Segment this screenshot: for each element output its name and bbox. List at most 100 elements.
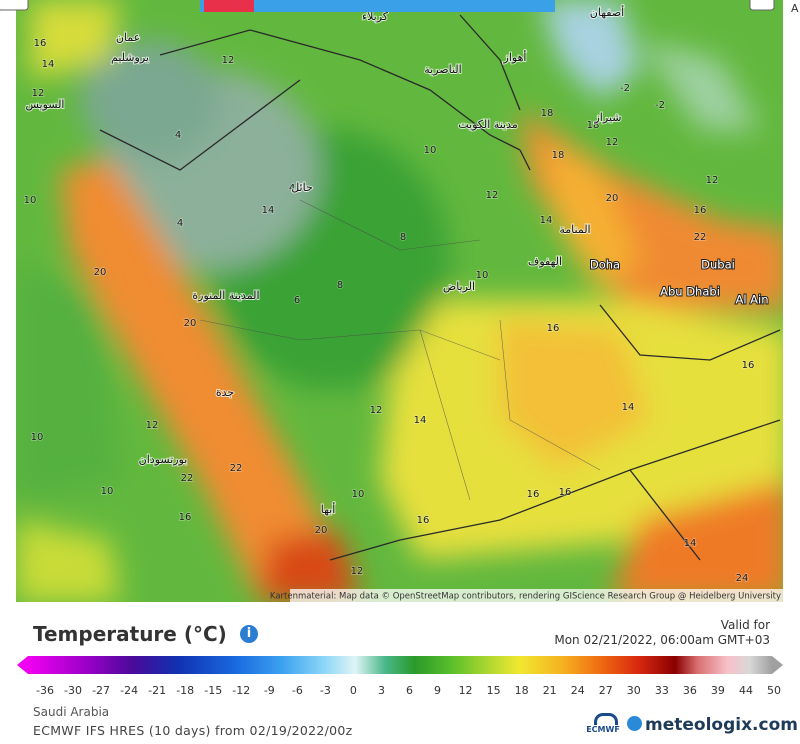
place-label: الرياض: [443, 280, 475, 293]
scale-label: 0: [349, 684, 357, 697]
temperature-label: 22: [230, 463, 243, 474]
place-label: Al Ain: [735, 293, 768, 307]
temperature-label: 16: [417, 515, 430, 526]
temperature-label: 18: [587, 120, 600, 131]
place-label: كربلاء: [362, 10, 389, 23]
scale-label: 50: [767, 684, 781, 697]
temperature-label: 14: [540, 215, 553, 226]
scale-label: 44: [738, 684, 753, 697]
place-label: المدينة المنورة: [192, 289, 259, 302]
scale-arrow-left: [17, 656, 28, 674]
scale-label: -6: [291, 684, 303, 697]
scale-label: 27: [598, 684, 613, 697]
brand[interactable]: meteologix.com: [645, 715, 798, 735]
scale-label: 12: [458, 684, 473, 697]
scale-label: -9: [263, 684, 275, 697]
temperature-label: 8: [337, 280, 343, 291]
scale-label: 18: [514, 684, 529, 697]
scale-label: -12: [232, 684, 251, 697]
scale-arrow-right: [772, 656, 783, 674]
scale-label: -21: [148, 684, 167, 697]
place-label: Abu Dhabi: [660, 285, 720, 299]
temperature-label: 10: [476, 270, 489, 281]
temperature-label: 20: [606, 193, 619, 204]
corner-label: A: [791, 2, 799, 15]
place-label: Doha: [590, 258, 620, 272]
temperature-label: 14: [622, 402, 635, 413]
place-label: يروشليم: [111, 51, 149, 64]
temperature-label: 4: [175, 130, 181, 141]
color-scale: [28, 656, 772, 674]
valid-label: Valid for: [720, 618, 770, 632]
temperature-label: 16: [179, 512, 192, 523]
legend-title: Temperature (°C): [33, 622, 227, 646]
ecmwf-logo: [594, 713, 618, 725]
scale-label: 3: [377, 684, 385, 697]
scale-label: 21: [542, 684, 557, 697]
temperature-label: 12: [146, 420, 159, 431]
map: 16 14 12 10 18 18 20 22 16 16 14 14 12 16 16 16 14 24 22 22…: [0, 0, 783, 602]
valid-value: Mon 02/21/2022, 06:00am GMT+03: [554, 633, 770, 647]
temperature-label: 16: [527, 489, 540, 500]
temperature-label: 18: [541, 108, 554, 119]
scale-label: 30: [626, 684, 641, 697]
temperature-label: 12: [351, 566, 364, 577]
scale-label: 9: [434, 684, 442, 697]
place-label: أصفهان: [590, 5, 624, 19]
temperature-label: -2: [655, 100, 665, 111]
scale-label: 15: [486, 684, 501, 697]
temperature-label: 10: [352, 489, 365, 500]
scale-label: -27: [92, 684, 111, 697]
temperature-label: 12: [222, 55, 235, 66]
temperature-label: 4: [177, 218, 183, 229]
scale-label: 6: [406, 684, 413, 697]
temperature-label: 16: [559, 487, 572, 498]
place-label: حائل: [291, 181, 313, 194]
temperature-label: 10: [24, 195, 37, 206]
place-label: الهفوف: [528, 255, 562, 268]
temperature-label: 10: [101, 486, 114, 497]
info-button[interactable]: i: [240, 625, 258, 643]
temperature-label: -2: [620, 83, 630, 94]
temperature-label: 6: [294, 295, 300, 306]
temperature-label: 8: [400, 232, 406, 243]
scale-label: 36: [682, 684, 697, 697]
scale-label: 24: [570, 684, 585, 697]
scale-label: -18: [176, 684, 195, 697]
scale-label: -36: [36, 684, 54, 697]
model-info: ECMWF IFS HRES (10 days) from 02/19/2022…: [33, 723, 353, 738]
borders: [99, 14, 781, 561]
valid-time: Valid for Mon 02/21/2022, 06:00am GMT+03: [554, 618, 770, 648]
temperature-label: 14: [262, 205, 275, 216]
ecmwf-label: ECMWF: [586, 725, 620, 734]
temperature-label: 12: [606, 137, 619, 148]
temperature-label: 20: [94, 267, 107, 278]
place-label: مدينة الكويت: [458, 118, 518, 131]
scale-labels: -36 -30 -27 -24 -21 -18 -15 -12 -9 -6 -3 0 3 6 9 12 15 18…: [0, 684, 800, 698]
map-attribution: Kartenmaterial: Map data © OpenStreetMap…: [270, 592, 781, 602]
place-label: أبها: [321, 502, 336, 516]
temperature-label: 24: [736, 573, 749, 584]
temperature-label: 12: [32, 88, 45, 99]
temperature-label: 16: [547, 323, 560, 334]
temperature-label: 14: [42, 59, 55, 70]
temperature-label: 20: [184, 318, 197, 329]
region: Saudi Arabia: [33, 705, 110, 719]
temperature-label: 16: [694, 205, 707, 216]
place-label: شيراز: [594, 111, 622, 124]
place-label: جدة: [216, 386, 234, 399]
temperature-label: 18: [552, 150, 565, 161]
temperature-label: 12: [706, 175, 719, 186]
temperature-label: 14: [684, 538, 697, 549]
temperature-label: 12: [486, 190, 499, 201]
scale-label: -3: [319, 684, 331, 697]
temperature-label: 12: [370, 405, 383, 416]
temperature-label: 16: [742, 360, 755, 371]
scale-label: -24: [120, 684, 139, 697]
place-label: عمان: [116, 31, 140, 44]
scale-label: 33: [654, 684, 669, 697]
place-label: المنامة: [559, 223, 590, 236]
brand-logo: [627, 716, 642, 731]
place-label: الناصرية: [424, 63, 461, 76]
